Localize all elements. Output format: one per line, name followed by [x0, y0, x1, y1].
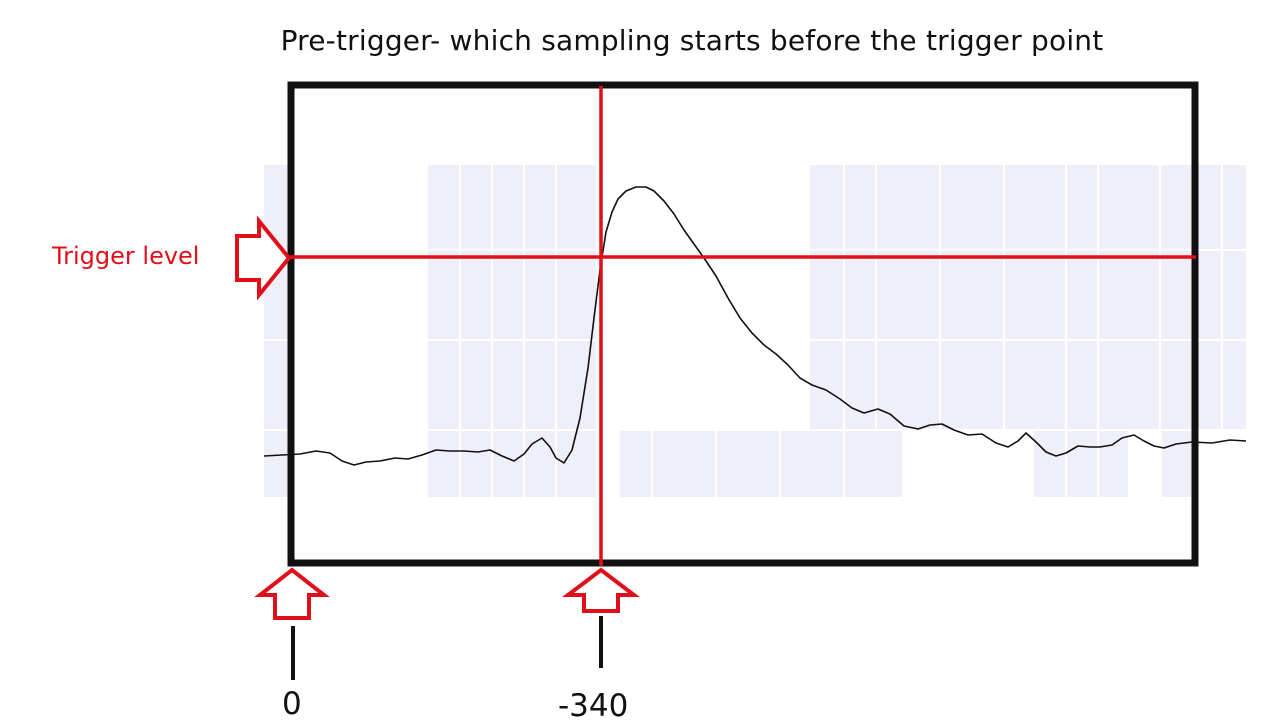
up-arrow-icon	[562, 567, 640, 613]
up-arrow-icon	[254, 567, 330, 620]
start-marker-label: 0	[282, 686, 302, 722]
trigger-level-label: Trigger level	[52, 242, 200, 270]
right-arrow-icon	[235, 215, 292, 301]
diagram-title: Pre-trigger- which sampling starts befor…	[280, 24, 1104, 57]
acquisition-window-frame	[287, 81, 1199, 567]
trigger-marker-label: -340	[558, 688, 629, 724]
waveform-signal	[263, 186, 1247, 466]
